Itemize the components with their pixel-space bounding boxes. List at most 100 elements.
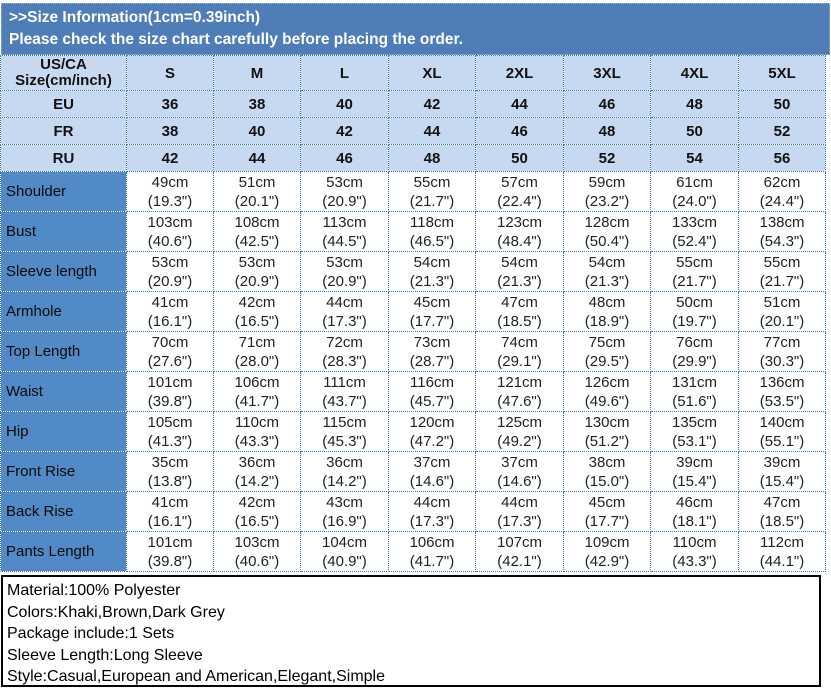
measurement-inch-value: (40.6") xyxy=(234,552,280,570)
measurement-label: Hip xyxy=(0,411,127,452)
measurement-value-cell: 116cm (45.7") xyxy=(388,371,476,412)
measurement-cm-value: 47cm xyxy=(501,293,538,311)
measurement-inch-value: (22.4") xyxy=(497,192,542,210)
measurement-inch-value: (47.6") xyxy=(497,392,542,410)
measurement-inch-value: (15.4") xyxy=(759,472,805,490)
measurement-cm-value: 45cm xyxy=(588,493,626,511)
measurement-value-cell: 103cm (40.6") xyxy=(126,211,214,252)
region-size-value: 48 xyxy=(650,90,739,118)
measurement-cm-value: 47cm xyxy=(763,493,801,511)
measurement-cm-value: 135cm xyxy=(671,413,718,431)
measurement-value-cell: 49cm (19.3") xyxy=(126,171,214,212)
measurement-inch-value: (51.6") xyxy=(672,392,717,410)
size-table-head: US/CA Size(cm/inch) S M L XL 2XL 3XL 4XL 5XL EU… xyxy=(0,55,826,172)
measurement-value-cell: 133cm (52.4") xyxy=(650,211,739,252)
measurement-value-cell: 106cm (41.7") xyxy=(213,371,301,412)
measurement-inch-value: (23.2") xyxy=(584,192,630,210)
measurement-value-cell: 54cm (21.3") xyxy=(388,251,476,292)
measurement-value-cell: 135cm (53.1") xyxy=(650,411,739,452)
measurement-value-cell: 36cm (14.2") xyxy=(213,451,301,492)
measurement-label: Shoulder xyxy=(0,171,127,212)
measurement-inch-value: (20.9") xyxy=(322,192,367,210)
region-size-value: 50 xyxy=(650,117,739,145)
measurement-cm-value: 54cm xyxy=(588,253,626,271)
measurement-cm-value: 44cm xyxy=(501,493,538,511)
measurement-cm-value: 121cm xyxy=(496,373,543,391)
measurement-value-cell: 51cm (20.1") xyxy=(738,291,826,332)
region-size-value: 38 xyxy=(126,117,214,145)
measurement-cm-value: 101cm xyxy=(147,533,193,551)
measurement-value-cell: 74cm (29.1") xyxy=(475,331,564,372)
measurement-inch-value: (46.5") xyxy=(409,232,455,250)
measurement-cm-value: 120cm xyxy=(409,413,455,431)
size-chart-page: >>Size Information(1cm=0.39inch) Please … xyxy=(0,3,831,687)
measurement-row: Top Length 70cm (27.6") 71cm (28.0") 72cm (28.… xyxy=(0,331,826,372)
measurement-inch-value: (14.2") xyxy=(322,472,367,490)
measurement-inch-value: (24.4") xyxy=(759,192,805,210)
measurement-inch-value: (42.9") xyxy=(584,552,630,570)
corner-header: US/CA Size(cm/inch) xyxy=(0,55,127,91)
measurement-value-cell: 35cm (13.8") xyxy=(126,451,214,492)
region-size-value: 44 xyxy=(475,90,564,118)
measurement-inch-value: (20.9") xyxy=(147,272,193,290)
measurement-inch-value: (16.5") xyxy=(234,512,280,530)
measurement-inch-value: (48.4") xyxy=(497,232,542,250)
measurement-value-cell: 73cm (28.7") xyxy=(388,331,476,372)
measurement-inch-value: (52.4") xyxy=(672,232,717,250)
measurement-inch-value: (16.5") xyxy=(234,312,280,330)
measurement-label: Back Rise xyxy=(0,491,127,532)
measurement-inch-value: (17.7") xyxy=(409,312,455,330)
measurement-cm-value: 53cm xyxy=(151,253,189,271)
measurement-inch-value: (29.9") xyxy=(672,352,717,370)
measurement-inch-value: (21.3") xyxy=(409,272,455,290)
measurement-cm-value: 131cm xyxy=(671,373,718,391)
measurement-cm-value: 73cm xyxy=(413,333,451,351)
measurement-cm-value: 37cm xyxy=(501,453,538,471)
measurement-cm-value: 53cm xyxy=(238,253,276,271)
measurement-cm-value: 138cm xyxy=(759,213,805,231)
measurement-inch-value: (20.1") xyxy=(759,312,805,330)
measurement-value-cell: 47cm (18.5") xyxy=(738,491,826,532)
measurement-inch-value: (19.3") xyxy=(147,192,193,210)
measurement-inch-value: (18.9") xyxy=(584,312,630,330)
measurement-cm-value: 53cm xyxy=(326,173,363,191)
size-column-header: 5XL xyxy=(738,55,826,91)
measurement-inch-value: (44.1") xyxy=(759,552,805,570)
banner-subtitle: Please check the size chart carefully be… xyxy=(9,31,463,48)
measurement-cm-value: 123cm xyxy=(496,213,543,231)
measurement-cm-value: 118cm xyxy=(410,213,454,231)
region-size-value: 42 xyxy=(388,90,476,118)
region-size-value: 38 xyxy=(213,90,301,118)
measurement-value-cell: 44cm (17.3") xyxy=(300,291,389,332)
size-table: US/CA Size(cm/inch) S M L XL 2XL 3XL 4XL 5XL EU… xyxy=(0,55,826,572)
measurement-cm-value: 112cm xyxy=(760,533,804,551)
measurement-inch-value: (42.5") xyxy=(234,232,280,250)
measurement-value-cell: 140cm (55.1") xyxy=(738,411,826,452)
measurement-cm-value: 49cm xyxy=(151,173,189,191)
measurement-inch-value: (17.3") xyxy=(322,312,367,330)
measurement-inch-value: (43.3") xyxy=(234,432,280,450)
measurement-value-cell: 110cm (43.3") xyxy=(650,531,739,572)
measurement-cm-value: 44cm xyxy=(413,493,451,511)
measurement-value-cell: 136cm (53.5") xyxy=(738,371,826,412)
measurement-inch-value: (14.2") xyxy=(234,472,280,490)
measurement-inch-value: (20.9") xyxy=(234,272,280,290)
region-size-value: 56 xyxy=(738,144,826,172)
measurement-inch-value: (28.7") xyxy=(409,352,455,370)
measurement-inch-value: (43.7") xyxy=(322,392,367,410)
measurement-value-cell: 54cm (21.3") xyxy=(475,251,564,292)
measurement-cm-value: 75cm xyxy=(588,333,626,351)
size-column-header: 4XL xyxy=(650,55,739,91)
measurement-value-cell: 75cm (29.5") xyxy=(563,331,651,372)
measurement-inch-value: (30.3") xyxy=(759,352,805,370)
measurement-cm-value: 106cm xyxy=(234,373,280,391)
measurement-inch-value: (21.3") xyxy=(497,272,542,290)
measurement-cm-value: 130cm xyxy=(584,413,630,431)
measurement-cm-value: 106cm xyxy=(409,533,455,551)
measurement-inch-value: (13.8") xyxy=(147,472,193,490)
measurement-cm-value: 110cm xyxy=(672,533,717,551)
measurement-value-cell: 128cm (50.4") xyxy=(563,211,651,252)
measurement-cm-value: 61cm xyxy=(676,173,713,191)
region-size-value: 44 xyxy=(213,144,301,172)
region-size-value: 40 xyxy=(213,117,301,145)
